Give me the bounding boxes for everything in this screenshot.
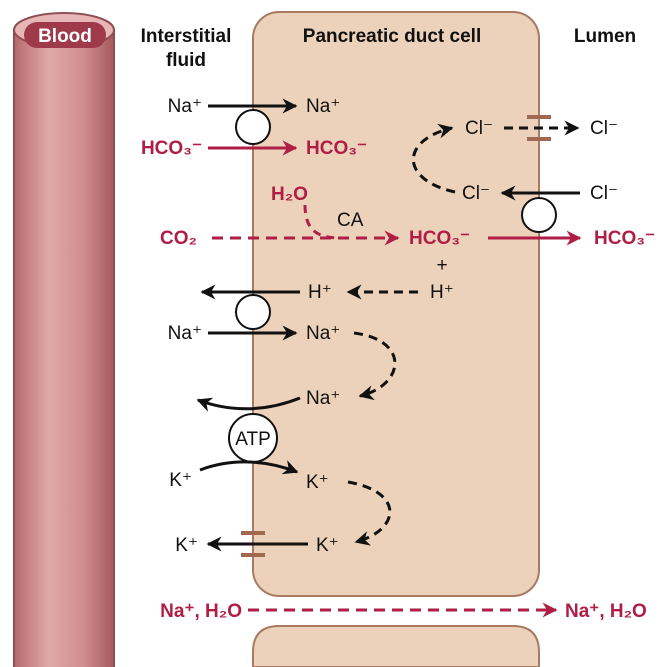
k-out-left-label: K⁺ [175,535,198,556]
co2-label: CO₂ [160,228,197,249]
cftr-channel: Cl⁻ Cl⁻ [465,115,618,141]
k-channel: K⁺ K⁺ [175,531,339,557]
duct-cell [252,11,540,597]
na-cycle-arrow [353,331,397,401]
cell-header: Pancreatic duct cell [303,26,481,47]
na-nhe-left-label: Na⁺ [168,323,202,344]
cl-hco3-exchanger: Cl⁻ Cl⁻ HCO₃⁻ [462,183,655,249]
cl-top-left-label: Cl⁻ [465,118,493,139]
na-in-right-label: Na⁺ [306,96,340,117]
lumen-header: Lumen [574,26,636,47]
plus-label: + [436,255,447,276]
k-out-right-label: K⁺ [316,535,339,556]
na-hco3-cotransporter: Na⁺ Na⁺ HCO₃⁻ HCO₃⁻ [141,96,367,159]
ca-label: CA [337,210,364,231]
cl-top-right-label: Cl⁻ [590,118,618,139]
hco3-center-label: HCO₃⁻ [409,228,470,249]
na-nhe-right-label: Na⁺ [306,323,340,344]
para-left-label: Na⁺, H₂O [160,601,242,622]
k-cycle-arrow [347,480,392,546]
h-left-label: H⁺ [308,282,332,303]
blood-vessel: Blood [13,12,115,667]
interstitial-header-line2: fluid [166,50,206,71]
blood-label: Blood [38,26,92,47]
cl-recycle-arrow [412,123,456,194]
cl-mid-right-label: Cl⁻ [590,183,618,204]
paracellular-flow: Na⁺, H₂O Na⁺, H₂O [160,601,647,622]
na-pump-label: Na⁺ [306,388,340,409]
h-right-label: H⁺ [430,282,454,303]
atp-label: ATP [235,429,271,450]
interstitial-header-line1: Interstitial [141,26,232,47]
cl-mid-left-label: Cl⁻ [462,183,490,204]
k-pump-right-label: K⁺ [306,472,329,493]
hco3-lumen-label: HCO₃⁻ [594,228,655,249]
para-right-label: Na⁺, H₂O [565,601,647,622]
hco3-in-right-label: HCO₃⁻ [306,138,367,159]
na-k-atpase: ATP K⁺ K⁺ [169,396,329,493]
carbonic-anhydrase-reaction: H₂O CA CO₂ HCO₃⁻ + [160,184,470,276]
hco3-in-left-label: HCO₃⁻ [141,138,202,159]
na-h-exchanger: H⁺ Na⁺ Na⁺ [168,282,341,344]
k-pump-left-label: K⁺ [169,470,192,491]
na-in-left-label: Na⁺ [168,96,202,117]
neighbor-cell [252,625,540,667]
h2o-label: H₂O [271,184,308,205]
